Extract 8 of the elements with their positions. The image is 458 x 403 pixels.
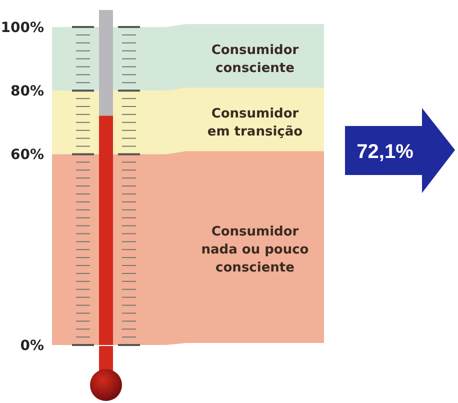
y-tick-label: 100%: [0, 20, 44, 36]
y-tick-label: 0%: [20, 338, 44, 354]
y-tick-label: 60%: [10, 147, 44, 164]
band-label: Consumidor nada ou pouco consciente: [201, 224, 309, 276]
band-label: Consumidor em transição: [207, 106, 303, 140]
text: 72,1%: [356, 141, 414, 163]
y-tick-label: 80%: [10, 84, 44, 100]
band-label: Consumidor consciente: [211, 42, 300, 76]
